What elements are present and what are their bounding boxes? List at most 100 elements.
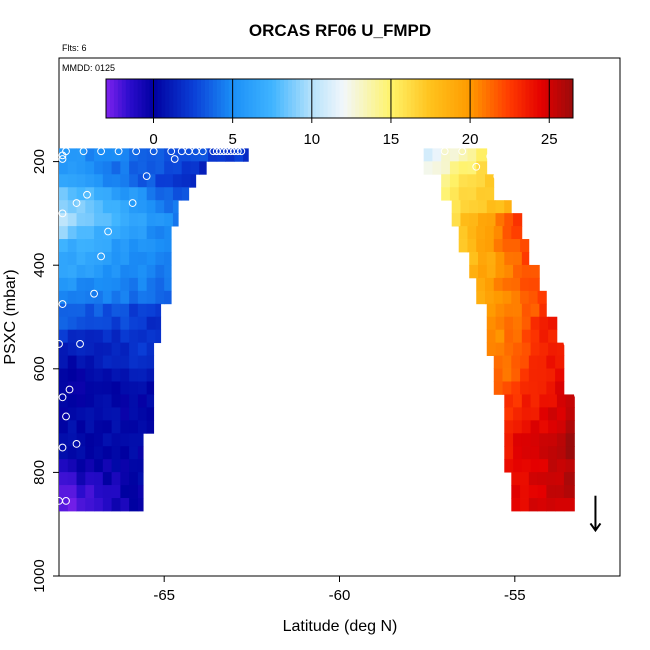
east-segment-cell <box>513 303 523 318</box>
west-segment-cell <box>67 200 77 214</box>
colorbar-cell <box>284 79 289 118</box>
colorbar-cell <box>315 79 321 118</box>
west-segment-cell <box>67 264 77 279</box>
east-segment-cell <box>458 148 468 162</box>
colorbar-cell <box>208 79 214 118</box>
east-segment-cell <box>476 174 486 188</box>
colorbar-cell <box>252 79 257 118</box>
west-segment-cell <box>94 433 104 447</box>
west-segment-cell <box>137 498 144 512</box>
west-segment-cell <box>59 498 69 512</box>
west-segment-cell <box>85 394 95 408</box>
east-segment-cell <box>520 472 530 486</box>
east-segment-cell <box>548 394 558 408</box>
colorbar-cell <box>462 79 467 118</box>
sample-point <box>524 213 533 222</box>
sample-point <box>97 147 105 156</box>
east-segment-cell <box>504 420 514 434</box>
colorbar-cell <box>113 79 119 118</box>
west-segment-cell <box>120 381 130 395</box>
west-segment-cell <box>59 459 69 473</box>
east-segment-cell <box>467 174 477 188</box>
east-segment-cell <box>486 213 496 227</box>
colorbar-cell <box>359 79 364 118</box>
east-segment-cell <box>476 148 488 162</box>
east-segment-cell <box>486 342 496 356</box>
colorbar-cell <box>541 79 546 118</box>
west-segment-cell <box>164 200 174 214</box>
east-segment-cell <box>478 213 488 227</box>
east-segment-cell <box>537 485 547 499</box>
west-segment-cell <box>67 485 77 499</box>
east-segment-cell <box>423 161 433 175</box>
west-segment-cell <box>67 342 77 356</box>
sample-point <box>58 443 67 452</box>
west-segment-cell <box>137 213 148 227</box>
sample-point <box>517 192 526 201</box>
west-segment-cell <box>129 213 139 227</box>
colorbar-cell <box>493 79 499 118</box>
west-segment-cell <box>76 329 86 344</box>
west-segment-cell <box>94 226 104 240</box>
east-segment-cell <box>511 226 523 240</box>
west-segment-cell <box>172 213 179 227</box>
west-segment-cell <box>94 213 104 227</box>
east-segment-cell <box>520 355 530 369</box>
east-segment-cell <box>486 316 496 331</box>
colorbar-cell <box>434 79 439 118</box>
west-segment-cell <box>94 239 104 253</box>
west-segment-cell <box>129 355 139 369</box>
east-segment-cell <box>556 407 567 421</box>
west-segment-cell <box>76 226 86 240</box>
west-segment-cell <box>181 148 191 162</box>
colorbar-cell <box>323 79 329 118</box>
west-segment-cell <box>137 200 148 214</box>
west-segment-cell <box>76 381 86 395</box>
colorbar-tick-label: 0 <box>149 131 157 148</box>
colorbar-cell <box>280 79 285 118</box>
west-segment-cell <box>67 368 77 382</box>
west-segment-cell <box>181 161 191 175</box>
colorbar-cell <box>327 79 333 118</box>
colorbar-ticks: 0 5 10 15 20 25 <box>149 79 558 148</box>
west-segment-cell <box>129 381 139 395</box>
east-segment-cell <box>555 355 565 369</box>
east-segment-cell <box>493 277 503 292</box>
west-segment-cell <box>85 239 95 253</box>
west-segment-cell <box>155 316 162 331</box>
west-segment-cell <box>102 472 112 486</box>
west-segment-cell <box>199 161 207 175</box>
west-segment-cell <box>76 459 86 473</box>
sample-point <box>486 152 495 161</box>
west-segment-cell <box>102 433 112 447</box>
east-segment-cell <box>528 368 539 382</box>
east-segment-cell <box>537 498 547 512</box>
west-segment-cell <box>137 148 148 162</box>
west-segment-cell <box>102 316 112 331</box>
colorbar-cell <box>363 79 368 118</box>
west-segment-cell <box>120 420 130 434</box>
east-segment-cell <box>528 355 539 369</box>
x-tick-label: -65 <box>153 587 175 604</box>
west-segment-cell <box>76 239 86 253</box>
west-segment-cell <box>120 264 130 279</box>
west-segment-cell <box>129 264 139 279</box>
colorbar-tick-label: 20 <box>462 131 479 148</box>
west-segment-cell <box>76 342 86 356</box>
east-segment-cell <box>555 498 565 512</box>
east-segment-cell <box>493 226 503 240</box>
west-segment-cell <box>76 187 86 201</box>
colorbar-cell <box>430 79 435 118</box>
east-segment-cell <box>521 459 531 473</box>
east-segment-cell <box>546 485 556 499</box>
colorbar-gradient <box>106 79 574 118</box>
east-segment-cell <box>486 303 496 318</box>
east-segment-cell <box>539 394 549 408</box>
east-segment-cell <box>521 329 531 344</box>
x-tick-label: -55 <box>504 587 526 604</box>
east-segment-cell <box>539 407 549 421</box>
east-segment-cell <box>555 472 565 486</box>
west-segment-cell <box>120 174 130 188</box>
west-segment-cell <box>94 161 104 175</box>
